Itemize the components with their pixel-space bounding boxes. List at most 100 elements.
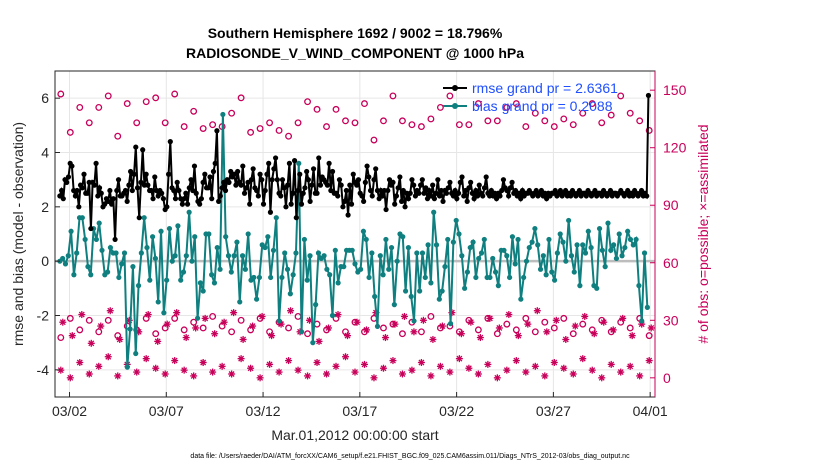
obs-assimilated-marker (325, 324, 333, 332)
obs-assimilated-marker-stroke (610, 326, 617, 333)
bias-point (388, 244, 395, 251)
rmse-point (440, 198, 446, 204)
obs-assimilated-marker (285, 357, 293, 365)
rmse-point (248, 177, 255, 183)
bias-point (400, 234, 406, 240)
rmse-point (307, 198, 313, 204)
obs-assimilated-marker-stroke (59, 319, 66, 326)
obs-assimilated-marker-stroke (477, 334, 484, 341)
rmse-point (164, 204, 170, 210)
obs-possible-marker (389, 92, 397, 100)
obs-assimilated-marker (351, 368, 359, 376)
rmse-point (461, 193, 467, 199)
obs-assimilated-marker (417, 358, 425, 366)
bias-point (242, 266, 248, 272)
obs-assimilated-marker-stroke (354, 319, 360, 326)
obs-possible-marker (541, 117, 549, 125)
y-right-tick-label: 90 (663, 197, 679, 213)
bias-point (211, 280, 218, 286)
bias-point (627, 236, 634, 243)
obs-possible-marker (493, 117, 501, 125)
rmse-point (207, 174, 213, 180)
rmse-point (238, 182, 244, 188)
bias-point (428, 280, 434, 286)
obs-possible-marker (550, 123, 558, 131)
bias-point (164, 277, 170, 283)
rmse-point (411, 182, 417, 188)
obs-possible-marker (342, 117, 349, 125)
rmse-point (335, 193, 341, 199)
bias-point (254, 296, 260, 302)
rmse-point (459, 174, 465, 180)
bias-point (582, 250, 589, 256)
bias-point (580, 242, 586, 248)
bias-point (327, 272, 333, 278)
y-right-tick-label: 150 (663, 82, 687, 98)
obs-count-markers (57, 90, 655, 382)
obs-possible-marker (455, 328, 463, 336)
y-right-tick-label: 30 (663, 312, 679, 328)
bias-point (462, 285, 468, 291)
obs-assimilated-marker (562, 335, 570, 343)
obs-assimilated-marker-stroke (323, 371, 330, 377)
obs-assimilated-marker (209, 368, 217, 376)
bias-point (147, 277, 153, 283)
rmse-point (371, 177, 377, 183)
obs-possible-marker (256, 314, 264, 322)
bias-point (79, 215, 85, 221)
rmse-point (269, 177, 275, 183)
bias-point (380, 272, 386, 278)
rmse-point (136, 215, 142, 221)
obs-possible-marker (417, 328, 425, 336)
bias-point (366, 274, 372, 281)
rmse-point (198, 196, 204, 202)
rmse-point (202, 171, 208, 177)
obs-assimilated-marker-stroke (116, 336, 123, 343)
obs-possible-marker (142, 98, 150, 106)
bias-point (329, 312, 336, 319)
bias-point (301, 236, 308, 243)
obs-assimilated-marker (144, 311, 152, 319)
obs-assimilated-marker-stroke (76, 359, 83, 366)
obs-possible-marker (76, 326, 84, 334)
bias-point (577, 283, 583, 289)
bias-point (220, 111, 226, 118)
obs-assimilated-marker (334, 311, 342, 319)
rmse-point (295, 187, 301, 194)
obs-assimilated-marker-stroke (382, 334, 389, 341)
obs-assimilated-marker-stroke (249, 323, 256, 330)
rmse-point (304, 168, 310, 175)
rmse-point (133, 144, 139, 150)
obs-possible-marker (142, 314, 150, 322)
obs-assimilated-marker-stroke (200, 359, 207, 366)
rmse-point (212, 160, 218, 166)
bias-point (537, 266, 544, 272)
bias-point (265, 234, 271, 240)
rmse-point (435, 177, 441, 183)
rmse-point (373, 166, 379, 172)
obs-possible-marker (95, 328, 103, 336)
bias-point (372, 293, 378, 300)
obs-assimilated-marker-stroke (171, 357, 178, 364)
obs-assimilated-marker (199, 358, 207, 366)
obs-assimilated-marker-stroke (427, 372, 434, 379)
obs-assimilated-marker (379, 364, 387, 372)
bias-point (298, 329, 305, 335)
obs-possible-marker (484, 117, 492, 125)
bias-point (473, 274, 479, 281)
rmse-point (107, 187, 113, 194)
rmse-point (76, 204, 82, 210)
rmse-point (329, 168, 336, 175)
obs-assimilated-marker (493, 374, 501, 382)
obs-assimilated-marker-stroke (532, 363, 539, 370)
rmse-point (200, 179, 206, 185)
obs-assimilated-marker-stroke (57, 367, 64, 374)
rmse-point (290, 190, 296, 196)
bias-point (608, 247, 614, 253)
obs-assimilated-marker (220, 318, 228, 326)
rmse-point (348, 201, 355, 207)
obs-possible-marker (455, 121, 463, 129)
rmse-point (214, 128, 220, 134)
bias-point (197, 280, 203, 286)
bias-point (636, 283, 642, 289)
